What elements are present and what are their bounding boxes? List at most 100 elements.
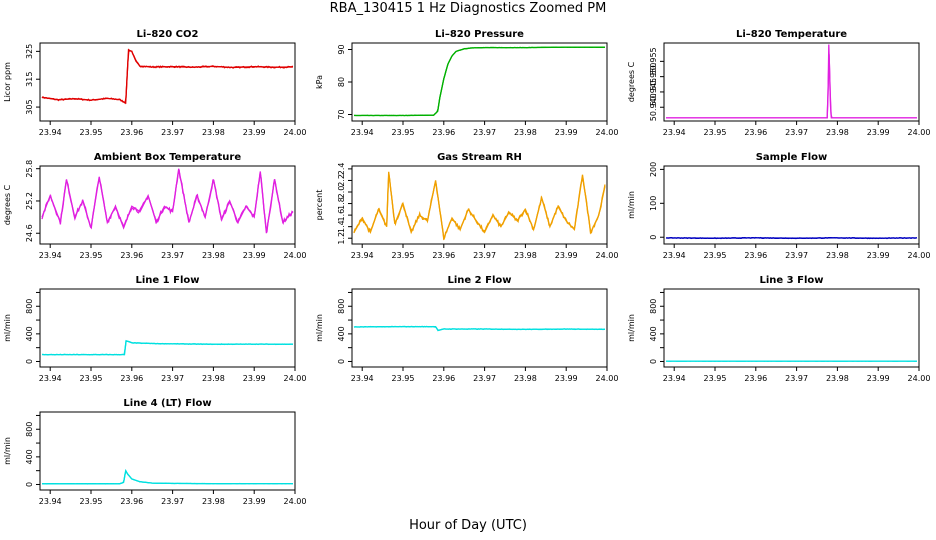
x-tick-label: 23.98 (202, 497, 225, 506)
y-tick-label: 0 (337, 359, 346, 364)
y-tick-label: 1.6 (337, 209, 346, 222)
y-tick-label: 70 (337, 109, 346, 119)
x-tick-label: 23.98 (826, 374, 849, 383)
x-tick-label: 23.95 (80, 374, 103, 383)
y-tick-label: 25.8 (25, 160, 34, 178)
x-tick-label: 23.97 (161, 251, 184, 260)
y-tick-label: 2.0 (337, 186, 346, 199)
y-tick-label: 50.950 (649, 63, 658, 91)
y-axis-title: kPa (315, 75, 324, 89)
y-tick-label: 1.8 (337, 197, 346, 210)
x-tick-label: 23.96 (120, 128, 143, 137)
x-tick-label: 23.99 (867, 128, 890, 137)
x-tick-label: 24.00 (596, 374, 619, 383)
plot-frame (351, 42, 608, 122)
y-tick-label: 1.4 (337, 220, 346, 233)
x-tick-label: 23.99 (867, 374, 890, 383)
x-tick-label: 23.95 (392, 374, 415, 383)
y-axis-title: ml/min (3, 437, 12, 465)
plot-frame (663, 288, 920, 368)
x-tick-label: 23.96 (432, 374, 455, 383)
panel-title: Li–820 Pressure (435, 29, 524, 40)
series-anchor-line (42, 339, 294, 356)
x-tick-label: 23.94 (39, 128, 62, 137)
series-anchor-line (41, 168, 294, 234)
panel-title: Line 3 Flow (760, 275, 824, 286)
x-tick-label: 23.98 (514, 374, 537, 383)
y-tick-label: 305 (25, 99, 34, 114)
x-tick-label: 23.97 (473, 374, 496, 383)
y-tick-label: 400 (25, 449, 34, 464)
y-tick-label: 400 (25, 326, 34, 341)
x-tick-label: 23.95 (704, 374, 727, 383)
x-tick-label: 24.00 (284, 251, 307, 260)
x-tick-label: 23.99 (867, 251, 890, 260)
x-tick-label: 23.97 (161, 374, 184, 383)
series-line (353, 173, 606, 240)
x-tick-label: 23.96 (120, 374, 143, 383)
y-tick-label: 0 (25, 359, 34, 364)
panel-9: Line 3 Flow ml/min 23.94 23.95 23.96 23.97 23.… (627, 275, 930, 383)
x-tick-label: 23.99 (243, 251, 266, 260)
x-tick-label: 23.98 (826, 251, 849, 260)
x-tick-label: 23.94 (39, 497, 62, 506)
x-tick-label: 23.95 (704, 251, 727, 260)
x-tick-label: 23.96 (744, 128, 767, 137)
x-tick-label: 23.96 (432, 128, 455, 137)
y-tick-label: 50.945 (649, 78, 658, 106)
plot-frame (39, 288, 296, 368)
y-axis-title: ml/min (627, 314, 636, 342)
panel-title: Ambient Box Temperature (94, 152, 241, 163)
plot-frame (39, 411, 296, 491)
x-tick-label: 24.00 (284, 374, 307, 383)
x-tick-label: 23.94 (663, 128, 686, 137)
x-tick-label: 23.97 (473, 128, 496, 137)
y-tick-label: 1.2 (337, 232, 346, 245)
y-axis-title: ml/min (315, 314, 324, 342)
panel-3: Li–820 Temperature degrees C 23.94 23.95 23.… (627, 29, 930, 137)
series-line (41, 469, 294, 485)
x-tick-label: 23.98 (826, 128, 849, 137)
plot-frame (351, 165, 608, 245)
y-axis-title: ml/min (627, 191, 636, 219)
x-tick-label: 23.99 (243, 128, 266, 137)
panel-5: Gas Stream RH percent 23.94 23.95 23.96 23.97… (315, 152, 618, 260)
series-anchor-line (354, 46, 605, 117)
panel-title: Sample Flow (756, 152, 828, 163)
x-tick-label: 23.99 (243, 497, 266, 506)
x-tick-label: 23.95 (392, 251, 415, 260)
series-anchor-line (353, 171, 606, 241)
series-anchor-line (41, 49, 294, 104)
x-tick-label: 23.95 (80, 128, 103, 137)
y-tick-label: 90 (337, 44, 346, 54)
y-tick-label: 800 (25, 422, 34, 437)
y-tick-label: 400 (337, 326, 346, 341)
y-tick-label: 800 (337, 299, 346, 314)
x-tick-label: 23.96 (120, 497, 143, 506)
y-axis-title: ml/min (3, 314, 12, 342)
series-line (354, 46, 606, 117)
x-tick-label: 23.98 (514, 251, 537, 260)
y-tick-label: 50.940 (649, 93, 658, 121)
y-tick-label: 315 (25, 72, 34, 87)
x-axis-label: Hour of Day (UTC) (409, 518, 527, 533)
x-tick-label: 23.95 (80, 251, 103, 260)
x-tick-label: 23.97 (785, 374, 808, 383)
y-tick-label: 325 (25, 44, 34, 59)
x-tick-label: 23.94 (39, 374, 62, 383)
panel-title: Line 4 (LT) Flow (123, 398, 211, 409)
x-tick-label: 24.00 (908, 128, 931, 137)
panel-6: Sample Flow ml/min 23.94 23.95 23.96 23.97 23.… (627, 152, 930, 260)
panel-title: Li–820 CO2 (137, 29, 199, 40)
x-tick-label: 24.00 (908, 251, 931, 260)
x-tick-label: 23.94 (39, 251, 62, 260)
x-tick-label: 23.99 (555, 251, 578, 260)
x-tick-label: 23.98 (202, 128, 225, 137)
x-tick-label: 23.99 (555, 128, 578, 137)
panel-8: Line 2 Flow ml/min 23.94 23.95 23.96 23.97 23.… (315, 275, 618, 383)
y-axis-title: percent (315, 190, 324, 221)
plot-frame (39, 165, 296, 245)
panel-title: Li–820 Temperature (736, 29, 847, 40)
panel-title: Gas Stream RH (437, 152, 522, 163)
